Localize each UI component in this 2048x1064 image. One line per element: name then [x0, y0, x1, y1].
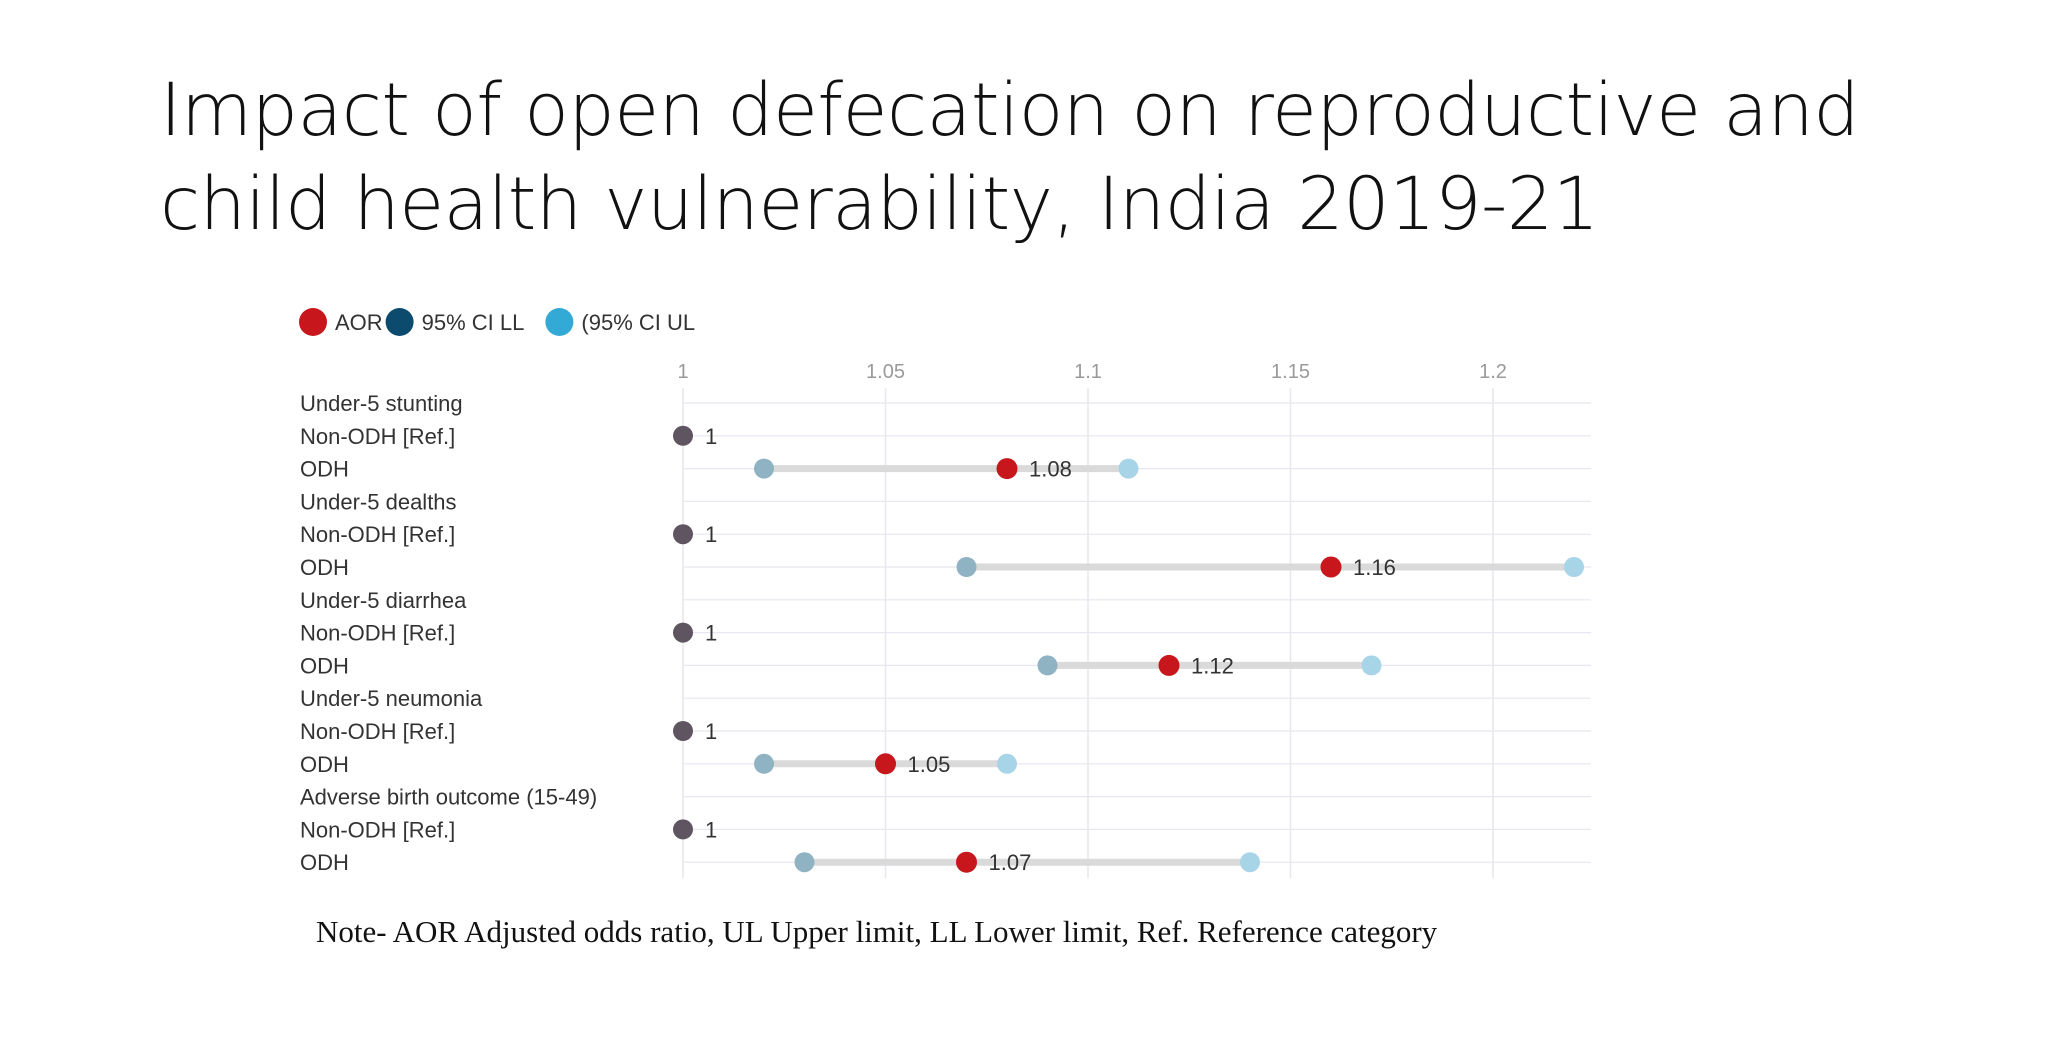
ref-point — [673, 721, 693, 741]
ci-lower-point — [794, 852, 815, 873]
row-label: Non-ODH [Ref.] — [300, 719, 455, 744]
row-label: Under-5 neumonia — [300, 686, 483, 711]
ci-lower-point — [1037, 655, 1058, 676]
ci-lower-point — [754, 753, 774, 774]
aor-point — [996, 458, 1018, 480]
row-label: Under-5 stunting — [300, 391, 463, 416]
data-label: 1.07 — [989, 850, 1032, 875]
row-label: Under-5 diarrhea — [300, 588, 467, 613]
row-label: ODH — [300, 457, 349, 482]
data-label: 1 — [705, 621, 717, 646]
slide-title-line-2: child health vulnerability, India 2019-2… — [160, 162, 1599, 247]
row-label: ODH — [300, 752, 349, 777]
legend-label: AOR — [335, 310, 383, 335]
slide-title-line-1: Impact of open defecation on reproductiv… — [160, 68, 1860, 153]
row-label: ODH — [300, 555, 349, 580]
chart-note: Note- AOR Adjusted odds ratio, UL Upper … — [316, 914, 1438, 949]
aor-point — [1158, 654, 1180, 676]
row-label: Adverse birth outcome (15-49) — [300, 785, 597, 810]
ref-point — [673, 622, 693, 643]
data-label: 1 — [705, 522, 717, 547]
x-tick-label: 1.1 — [1074, 361, 1102, 383]
ref-point — [673, 819, 693, 840]
row-label: Under-5 dealths — [300, 489, 457, 514]
data-label: 1 — [705, 817, 717, 842]
ci-upper-point — [1361, 655, 1382, 676]
data-label: 1 — [705, 719, 717, 744]
row-label: ODH — [300, 850, 349, 875]
ci-upper-point — [997, 753, 1017, 774]
ref-point — [673, 425, 693, 446]
odds-ratio-chart: 1 1.05 1.1 1.15 1.2 AOR 95% CI LL (95% CI UL Und… — [276, 290, 1706, 890]
legend-label: 95% CI LL — [422, 310, 525, 335]
row-label: Non-ODH [Ref.] — [300, 522, 455, 547]
row-label: ODH — [300, 653, 349, 678]
legend-marker — [385, 308, 414, 336]
ci-lower-point — [754, 458, 774, 479]
ci-upper-point — [1564, 557, 1584, 577]
ref-point — [673, 524, 693, 545]
row-label: Non-ODH [Ref.] — [300, 817, 455, 842]
x-tick-label: 1.15 — [1271, 361, 1310, 383]
ci-lower-point — [956, 557, 977, 577]
data-label: 1.16 — [1353, 555, 1396, 580]
slide-title: Impact of open defecation on reproductiv… — [160, 64, 1980, 252]
aor-point — [875, 753, 896, 775]
ci-upper-point — [1240, 852, 1260, 873]
ci-upper-point — [1118, 458, 1139, 479]
data-label: 1.12 — [1191, 653, 1234, 678]
legend-marker — [545, 308, 574, 336]
aor-point — [1320, 556, 1342, 578]
legend-label: (95% CI UL — [581, 310, 695, 335]
x-tick-label: 1.2 — [1479, 361, 1507, 383]
row-label: Non-ODH [Ref.] — [300, 621, 455, 646]
x-tick-label: 1.05 — [866, 361, 905, 383]
row-label: Non-ODH [Ref.] — [300, 424, 455, 449]
legend-marker — [299, 308, 327, 336]
aor-point — [956, 851, 977, 873]
data-label: 1.05 — [908, 752, 951, 777]
data-label: 1.08 — [1029, 457, 1072, 482]
data-label: 1 — [705, 424, 717, 449]
chart-svg: 1 1.05 1.1 1.15 1.2 AOR 95% CI LL (95% CI UL Und… — [299, 308, 1591, 879]
x-tick-label: 1 — [677, 361, 688, 383]
